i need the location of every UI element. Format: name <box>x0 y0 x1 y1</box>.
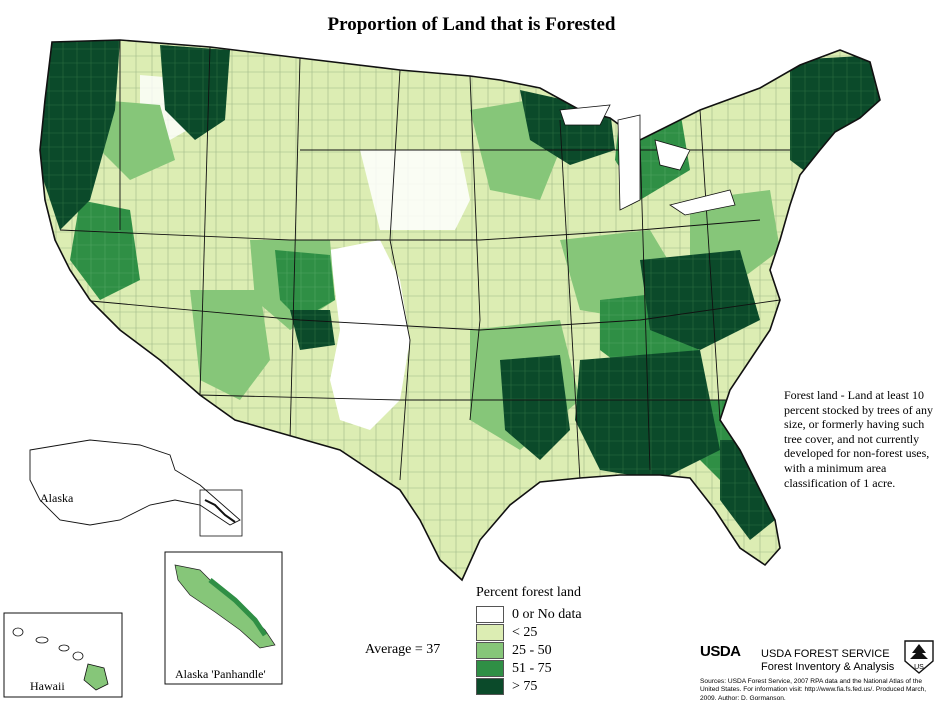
great-lakes <box>559 104 736 216</box>
state-boundaries <box>59 40 790 481</box>
legend-label: > 75 <box>512 678 538 694</box>
agency-name: USDA FOREST SERVICE Forest Inventory & A… <box>761 648 894 674</box>
legend-swatch <box>476 624 504 641</box>
island-oahu <box>35 636 49 644</box>
legend-label: 25 - 50 <box>512 642 552 658</box>
island-maui <box>72 651 84 661</box>
panhandle-dense <box>208 578 268 637</box>
alaska-label: Alaska <box>40 491 74 505</box>
usda-logo: USDA <box>700 643 741 660</box>
legend-label: 0 or No data <box>512 606 582 622</box>
legend-swatch <box>476 606 504 623</box>
region-25-50-idaho <box>100 100 175 180</box>
region-over-75-appalachia <box>640 250 760 350</box>
region-51-75-rockies <box>275 250 335 320</box>
panhandle-reference-box <box>199 489 243 537</box>
region-over-75-southeast <box>575 350 720 480</box>
badge-text: US <box>914 664 924 671</box>
island-big-island <box>83 663 109 691</box>
agency-line-2: Forest Inventory & Analysis <box>761 661 895 673</box>
island-molokai <box>58 644 70 652</box>
region-no-data-dakotas <box>360 150 470 230</box>
hawaii-label: Hawaii <box>30 679 65 693</box>
alaska-shape <box>29 439 241 526</box>
sources-note: Sources: USDA Forest Service, 2007 RPA d… <box>700 678 927 702</box>
region-over-75-arkansas-louisiana <box>500 355 570 460</box>
region-over-75-pacific-northwest <box>40 40 120 230</box>
legend-label: 51 - 75 <box>512 660 552 676</box>
panhandle-label: Alaska 'Panhandle' <box>175 667 266 681</box>
legend-item-over-75: > 75 <box>476 678 537 695</box>
region-over-75-north-idaho <box>160 45 230 140</box>
forest-land-definition: Forest land - Land at least 10 percent s… <box>784 388 933 490</box>
legend-title: Percent forest land <box>476 585 581 600</box>
region-51-75-sierra <box>70 200 140 300</box>
legend-swatch <box>476 642 504 659</box>
legend-swatch <box>476 660 504 677</box>
forest-service-shield-icon: US <box>904 640 934 674</box>
panhandle-mini <box>204 499 236 523</box>
region-25-50-arizona <box>190 290 270 400</box>
legend-label: < 25 <box>512 624 538 640</box>
map-title: Proportion of Land that is Forested <box>327 14 616 35</box>
average-label: Average = 37 <box>365 642 441 657</box>
legend-swatch <box>476 678 504 695</box>
legend-item-no-data: 0 or No data <box>476 606 582 623</box>
island-kauai <box>12 627 24 637</box>
legend-item-25-50: 25 - 50 <box>476 642 552 659</box>
region-no-data-plains <box>330 240 410 430</box>
agency-line-1: USDA FOREST SERVICE <box>761 648 890 660</box>
alaska-inset <box>29 439 243 537</box>
legend-item-under-25: < 25 <box>476 624 537 641</box>
legend-item-51-75: 51 - 75 <box>476 660 552 677</box>
panhandle-inset <box>164 551 283 685</box>
hawaii-inset <box>3 612 123 698</box>
